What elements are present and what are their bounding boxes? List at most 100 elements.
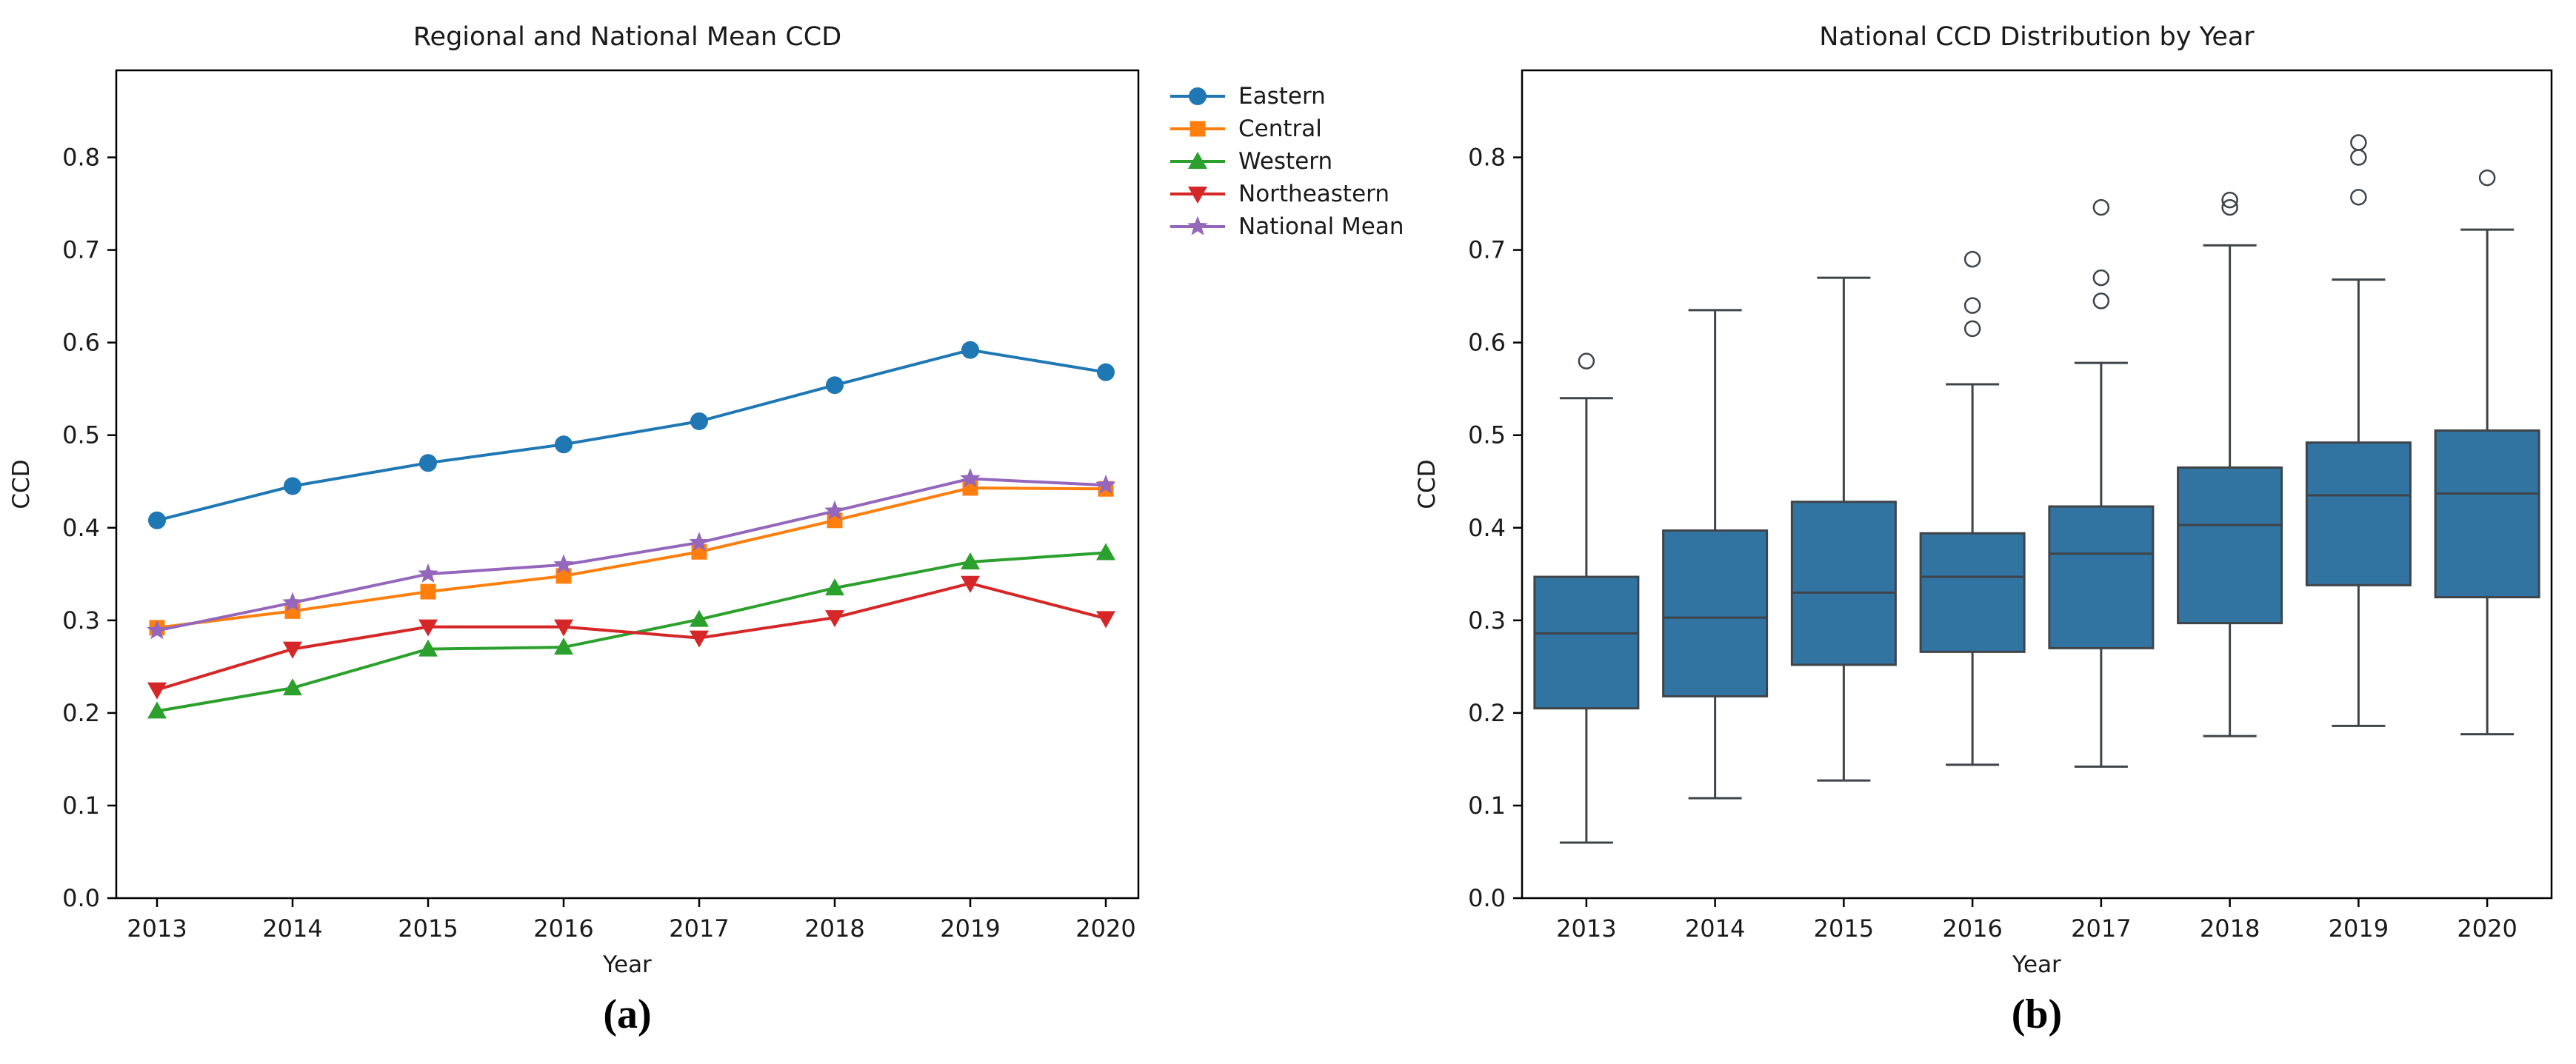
box-2017 bbox=[2048, 198, 2155, 768]
x-tick-label: 2014 bbox=[1685, 914, 1745, 943]
x-tick-label: 2014 bbox=[262, 914, 322, 943]
y-tick-label: 0.2 bbox=[62, 699, 100, 727]
y-tick-label: 0.6 bbox=[62, 329, 100, 357]
square-marker bbox=[1189, 121, 1206, 137]
circle-marker bbox=[555, 435, 573, 454]
y-tick-label: 0.8 bbox=[1468, 144, 1506, 172]
outlier-point bbox=[1963, 250, 1981, 268]
y-tick-label: 0.7 bbox=[1468, 236, 1506, 264]
iqr-box bbox=[2305, 441, 2412, 586]
line-chart: 0.0 0.1 0.2 0.3 0.4 0.5 0.6 0.7 0.8 Regional and … bbox=[8, 22, 1404, 978]
series-line bbox=[156, 348, 1107, 522]
chart-title: Regional and National Mean CCD bbox=[413, 22, 841, 52]
x-tick-label: 2020 bbox=[1075, 914, 1135, 943]
y-tick-label: 0.2 bbox=[1468, 699, 1506, 727]
x-tick-label: 2016 bbox=[533, 914, 593, 943]
x-tick-label: 2019 bbox=[940, 914, 1000, 943]
y-tick-label: 0.4 bbox=[1468, 514, 1506, 542]
circle-marker bbox=[148, 511, 166, 529]
legend-label: Eastern bbox=[1238, 83, 1326, 110]
triangle-up-marker bbox=[1188, 152, 1207, 169]
x-tick-label: 2017 bbox=[669, 914, 729, 943]
circle-marker bbox=[961, 341, 979, 359]
series-northeastern bbox=[147, 575, 1115, 700]
iqr-box bbox=[2434, 429, 2540, 599]
circle-marker bbox=[690, 412, 708, 430]
star-marker bbox=[689, 532, 710, 552]
triangle-up-marker bbox=[825, 578, 844, 596]
y-tick-label: 0.8 bbox=[62, 144, 100, 172]
y-tick-label: 0.5 bbox=[62, 421, 100, 449]
y-tick-label: 0.7 bbox=[62, 236, 100, 264]
y-tick-label: 0.1 bbox=[1468, 792, 1506, 820]
triangle-down-marker bbox=[1188, 187, 1207, 204]
chart-title: National CCD Distribution by Year bbox=[1819, 22, 2255, 52]
iqr-box bbox=[2177, 466, 2283, 625]
circle-marker bbox=[284, 477, 301, 495]
triangle-down-marker bbox=[961, 575, 980, 593]
y-tick-label: 0.6 bbox=[1468, 329, 1506, 357]
outlier-point bbox=[2221, 191, 2238, 209]
square-marker bbox=[420, 583, 436, 600]
outlier-point bbox=[1963, 320, 1981, 338]
x-tick-label: 2013 bbox=[1556, 914, 1616, 943]
triangle-down-marker bbox=[690, 630, 709, 648]
triangle-up-marker bbox=[961, 552, 980, 570]
circle-marker bbox=[1189, 87, 1207, 105]
legend-label: Central bbox=[1238, 116, 1322, 142]
y-tick-label: 0.0 bbox=[62, 884, 100, 912]
triangle-up-marker bbox=[283, 678, 302, 696]
star-marker bbox=[418, 563, 438, 583]
star-marker bbox=[960, 468, 981, 488]
star-marker bbox=[147, 620, 167, 640]
star-marker bbox=[282, 592, 303, 612]
y-tick-label: 0.0 bbox=[1468, 884, 1506, 912]
series-national-mean bbox=[147, 468, 1116, 640]
legend: Eastern Central Western Northeastern Nationa… bbox=[1170, 83, 1404, 240]
x-tick-label: 2019 bbox=[2329, 914, 2389, 943]
circle-marker bbox=[1097, 363, 1115, 381]
star-marker bbox=[1187, 215, 1208, 235]
y-axis-label: CCD bbox=[1414, 459, 1441, 509]
y-tick-label: 0.3 bbox=[62, 606, 100, 635]
y-tick-label: 0.4 bbox=[62, 514, 100, 542]
triangle-down-marker bbox=[554, 619, 573, 637]
series-western bbox=[147, 543, 1115, 719]
outlier-point bbox=[1578, 352, 1595, 369]
triangle-down-marker bbox=[418, 619, 438, 637]
iqr-box bbox=[1533, 575, 1640, 710]
series-line bbox=[156, 477, 1107, 632]
triangle-down-marker bbox=[283, 641, 302, 659]
triangle-up-marker bbox=[554, 638, 573, 655]
y-tick-label: 0.1 bbox=[62, 792, 100, 820]
y-tick-label: 0.5 bbox=[1468, 421, 1506, 449]
axes-frame bbox=[1521, 69, 2553, 900]
square-marker bbox=[555, 568, 572, 584]
x-tick-label: 2015 bbox=[398, 914, 458, 943]
outlier-point bbox=[2092, 292, 2110, 310]
x-tick-label: 2018 bbox=[804, 914, 864, 943]
x-tick-label: 2020 bbox=[2457, 914, 2517, 943]
outlier-point bbox=[2092, 198, 2110, 216]
box-2018 bbox=[2177, 191, 2283, 737]
panel-b-caption: (b) bbox=[2011, 991, 2063, 1037]
y-tick-label: 0.3 bbox=[1468, 606, 1506, 635]
x-tick-label: 2018 bbox=[2200, 914, 2260, 943]
x-axis-label: Year bbox=[2012, 951, 2061, 978]
legend-label: National Mean bbox=[1238, 213, 1404, 240]
iqr-box bbox=[2048, 505, 2155, 649]
outlier-point bbox=[2350, 134, 2367, 151]
star-marker bbox=[1095, 474, 1116, 494]
series-eastern bbox=[148, 341, 1115, 529]
iqr-box bbox=[1790, 501, 1897, 666]
outlier-point bbox=[2350, 189, 2367, 206]
star-marker bbox=[824, 500, 845, 520]
outlier-point bbox=[2478, 169, 2496, 187]
iqr-box bbox=[1662, 529, 1769, 697]
x-tick-label: 2016 bbox=[1942, 914, 2002, 943]
box-chart: 0.0 0.1 0.2 0.3 0.4 0.5 0.6 0.7 0.8 National CCD … bbox=[1414, 22, 2553, 978]
box-2015 bbox=[1790, 276, 1897, 782]
triangle-down-marker bbox=[1096, 611, 1115, 629]
